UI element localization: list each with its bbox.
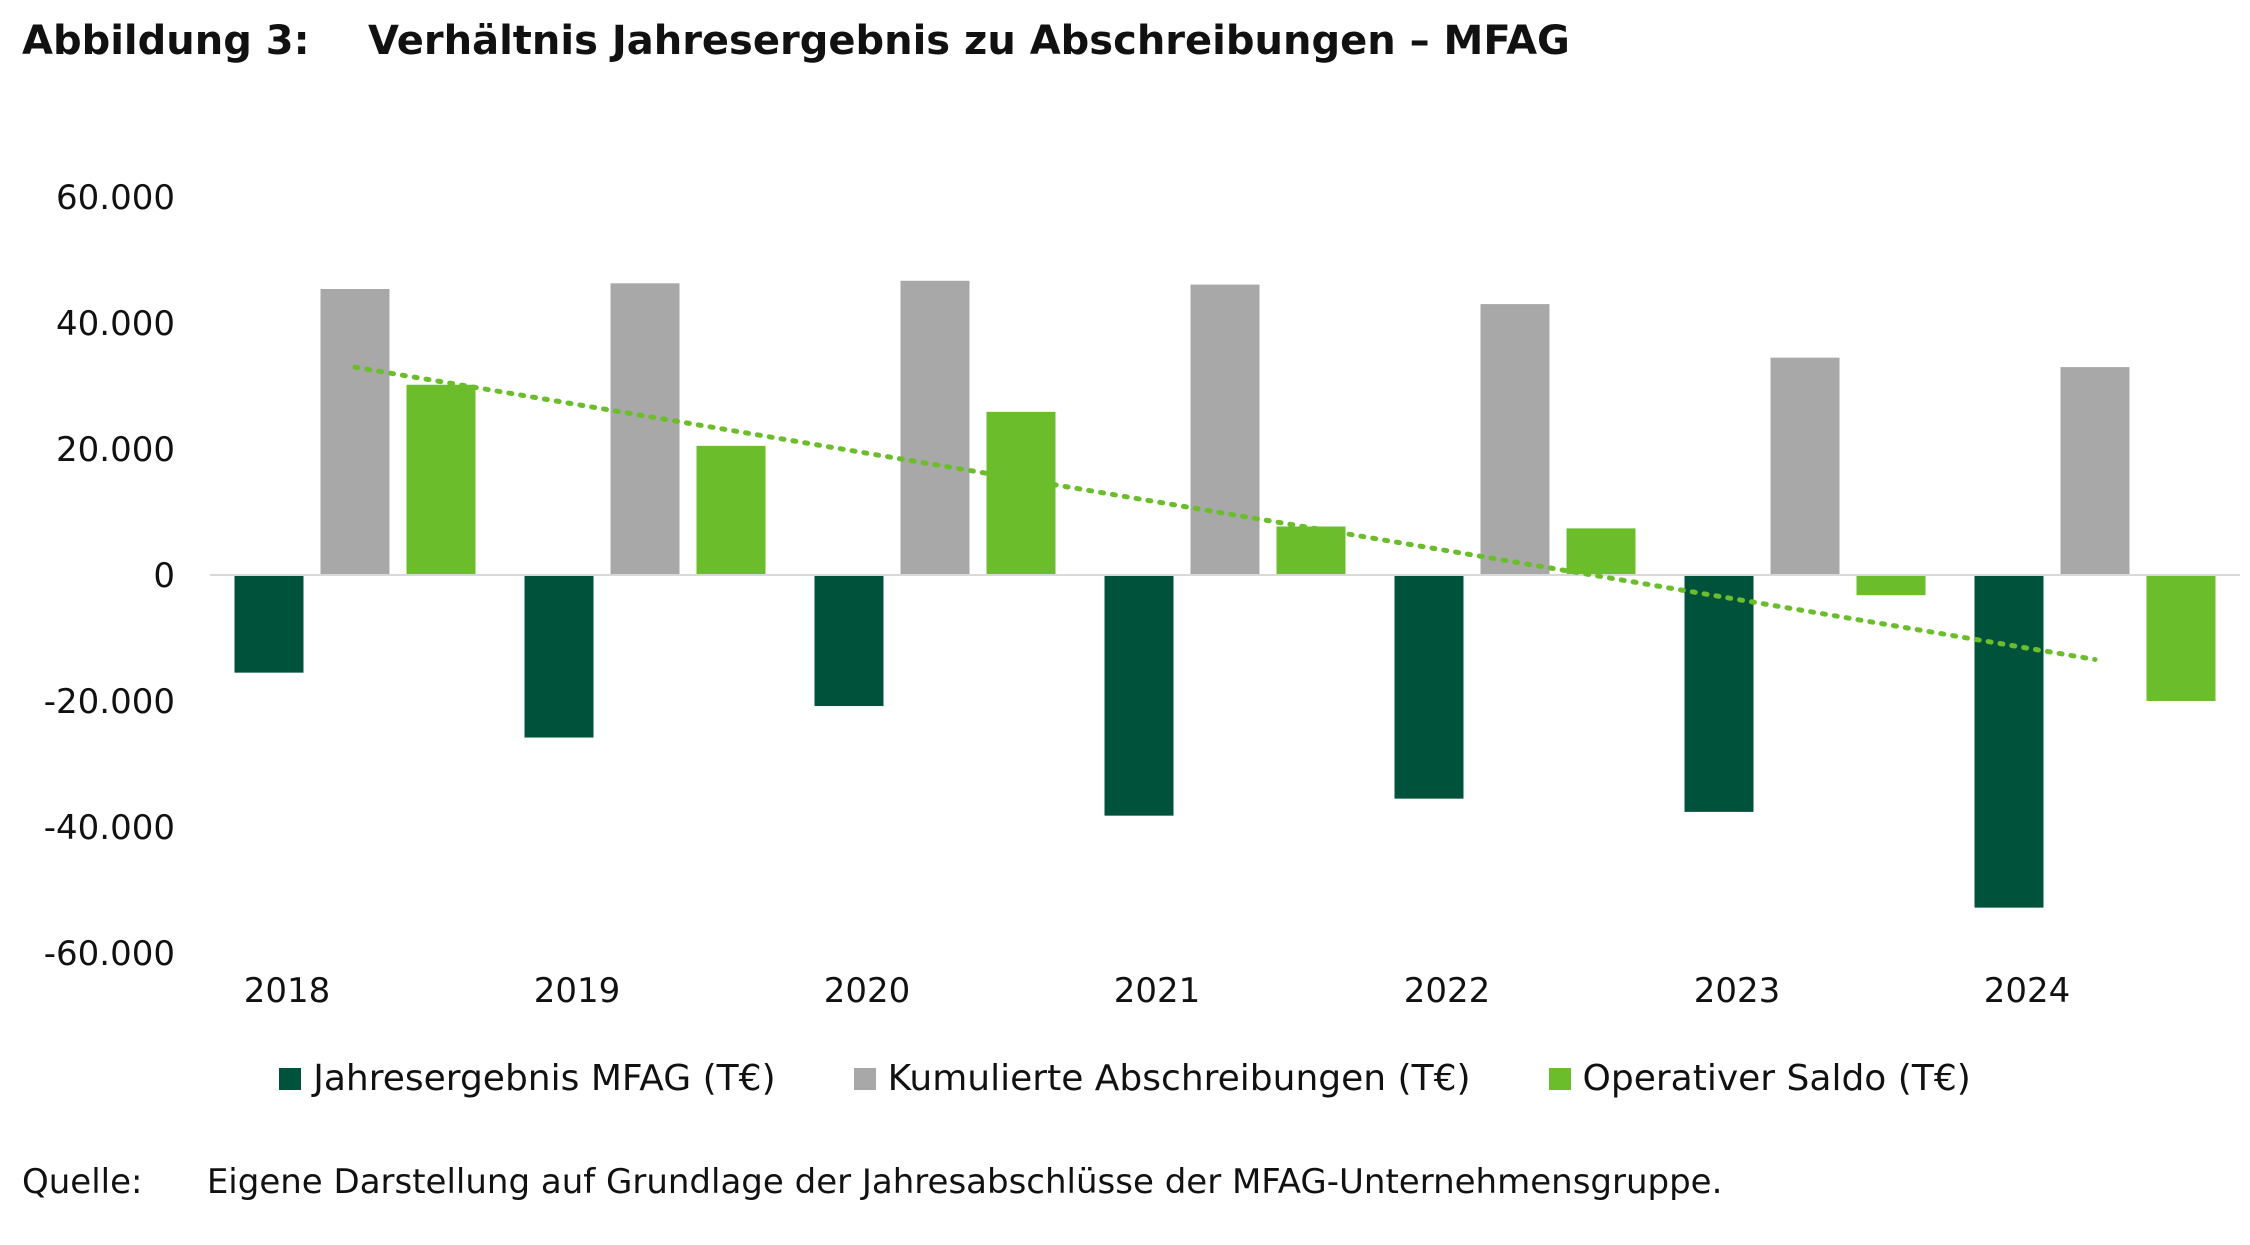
x-tick-label: 2018 xyxy=(244,971,331,1011)
bar-2021-series-0 xyxy=(1104,575,1174,816)
bar-2023-series-1 xyxy=(1770,357,1840,575)
bar-2020-series-1 xyxy=(900,280,970,575)
bar-2019-series-2 xyxy=(696,445,766,575)
legend-label: Jahresergebnis MFAG (T€) xyxy=(313,1058,776,1099)
source-text: Eigene Darstellung auf Grundlage der Jah… xyxy=(206,1162,1723,1202)
bar-2018-series-0 xyxy=(234,575,304,673)
x-tick-label: 2021 xyxy=(1114,971,1201,1011)
bar-2022-series-2 xyxy=(1566,528,1636,575)
bar-2023-series-0 xyxy=(1684,575,1754,812)
y-tick-label: -40.000 xyxy=(44,808,175,848)
y-tick-label: -20.000 xyxy=(44,682,175,722)
source-note: Quelle: Eigene Darstellung auf Grundlage… xyxy=(22,1162,1722,1202)
x-tick-label: 2024 xyxy=(1984,971,2071,1011)
bar-2018-series-2 xyxy=(406,384,476,575)
chart-title: Verhältnis Jahresergebnis zu Abschreibun… xyxy=(368,18,1570,64)
bar-2019-series-0 xyxy=(524,575,594,738)
x-tick-label: 2022 xyxy=(1404,971,1491,1011)
bar-2022-series-0 xyxy=(1394,575,1464,799)
bar-2021-series-1 xyxy=(1190,284,1260,575)
bar-2020-series-0 xyxy=(814,575,884,707)
bar-2024-series-0 xyxy=(1974,575,2044,908)
y-tick-label: 40.000 xyxy=(56,304,175,344)
legend-swatch xyxy=(279,1067,302,1090)
bar-2018-series-1 xyxy=(320,288,390,575)
bar-2024-series-2 xyxy=(2146,575,2216,701)
x-tick-label: 2023 xyxy=(1694,971,1781,1011)
legend-item: Operativer Saldo (T€) xyxy=(1548,1058,1971,1099)
bar-2019-series-1 xyxy=(610,283,680,575)
bar-2020-series-2 xyxy=(986,411,1056,575)
legend-label: Kumulierte Abschreibungen (T€) xyxy=(887,1058,1471,1099)
source-label: Quelle: xyxy=(22,1162,143,1202)
bar-2024-series-1 xyxy=(2060,367,2130,575)
legend: Jahresergebnis MFAG (T€) Kumulierte Absch… xyxy=(0,1058,2250,1099)
x-tick-label: 2019 xyxy=(534,971,621,1011)
legend-item: Kumulierte Abschreibungen (T€) xyxy=(853,1058,1471,1099)
legend-item: Jahresergebnis MFAG (T€) xyxy=(279,1058,776,1099)
y-tick-label: 60.000 xyxy=(56,178,175,218)
y-tick-label: 20.000 xyxy=(56,430,175,470)
bar-2021-series-2 xyxy=(1276,526,1346,575)
legend-swatch xyxy=(1548,1067,1571,1090)
bar-2022-series-1 xyxy=(1480,304,1550,575)
legend-label: Operativer Saldo (T€) xyxy=(1582,1058,1971,1099)
x-tick-label: 2020 xyxy=(824,971,911,1011)
y-tick-label: 0 xyxy=(153,556,175,596)
legend-swatch xyxy=(853,1067,876,1090)
bar-2023-series-2 xyxy=(1856,575,1926,596)
figure-label: Abbildung 3: xyxy=(22,18,310,64)
y-tick-label: -60.000 xyxy=(44,934,175,974)
